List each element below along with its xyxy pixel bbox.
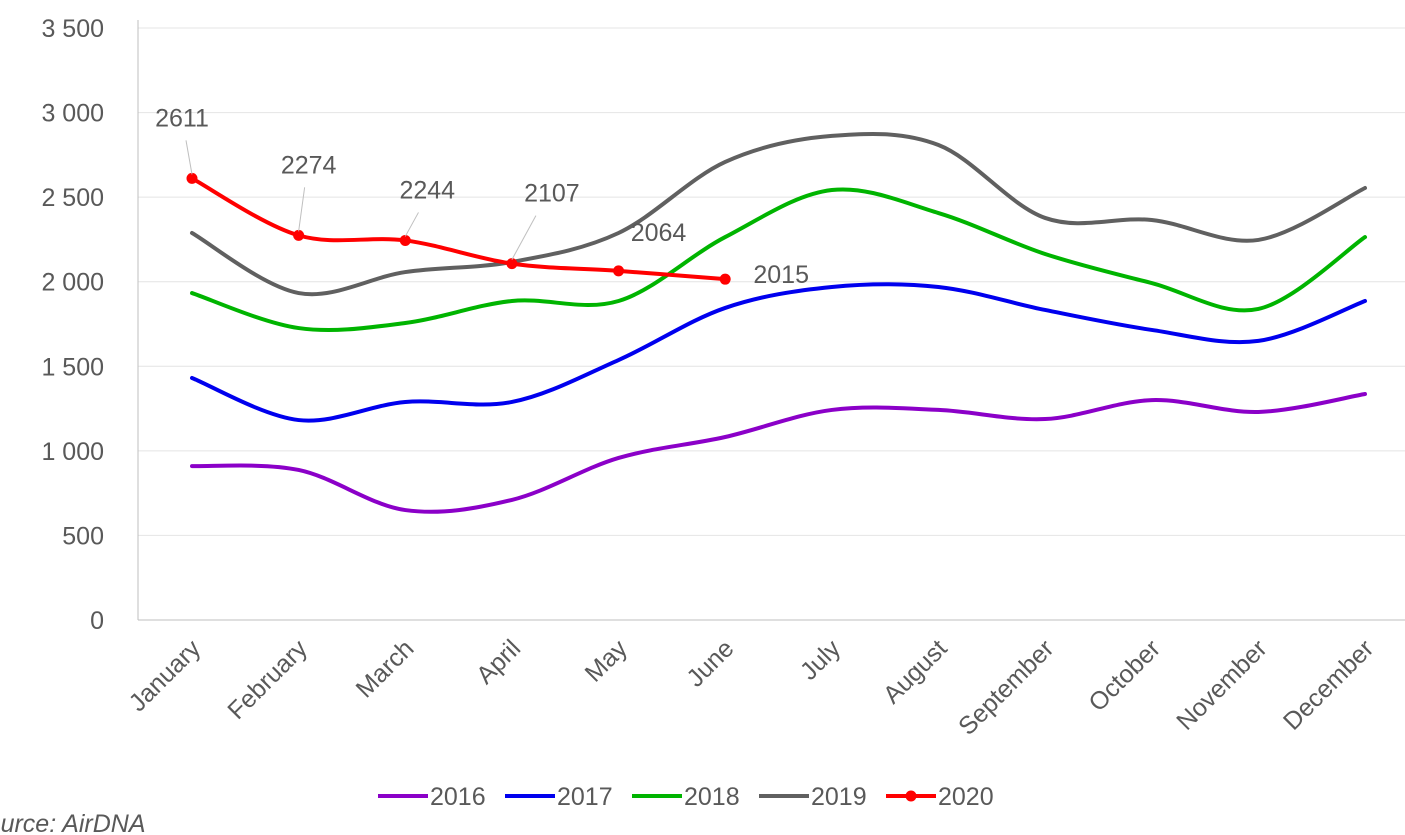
- y-tick-label: 3 500: [41, 15, 104, 43]
- data-label: 2015: [753, 261, 809, 289]
- x-tick-label: May: [580, 634, 634, 688]
- series-line: [190, 176, 728, 282]
- x-tick-label: August: [878, 634, 953, 709]
- point-marker: [506, 258, 518, 270]
- legend-label: 2017: [557, 783, 613, 811]
- data-label: 2064: [631, 219, 687, 247]
- data-label: 2244: [399, 176, 455, 204]
- point-marker: [613, 265, 625, 277]
- leader-line: [185, 140, 193, 175]
- series-line: [190, 282, 1367, 423]
- x-tick-label: April: [471, 634, 526, 689]
- point-marker: [399, 234, 411, 246]
- legend-marker: [905, 790, 917, 802]
- y-tick-label: 0: [90, 607, 104, 635]
- x-tick-label: September: [953, 634, 1059, 740]
- x-tick-label: February: [222, 634, 313, 725]
- x-tick-label: November: [1171, 634, 1272, 735]
- y-tick-label: 1 500: [41, 353, 104, 381]
- leader-line: [298, 187, 306, 232]
- x-tick-label: June: [681, 634, 739, 692]
- series-line: [190, 187, 1367, 333]
- legend-label: 2020: [938, 783, 994, 811]
- leader-line: [404, 212, 419, 237]
- x-tick-label: January: [124, 634, 207, 717]
- data-label: 2611: [155, 104, 209, 132]
- y-tick-label: 3 000: [41, 100, 104, 128]
- y-tick-label: 2 500: [41, 184, 104, 212]
- x-tick-label: March: [351, 634, 420, 703]
- x-tick-label: July: [795, 634, 847, 686]
- data-label: 2107: [524, 180, 580, 208]
- y-tick-label: 2 000: [41, 269, 104, 297]
- y-tick-label: 1 000: [41, 438, 104, 466]
- leader-line: [511, 215, 537, 260]
- legend-label: 2019: [811, 783, 867, 811]
- source-note: Source: AirDNA: [0, 810, 146, 835]
- x-tick-label: December: [1278, 634, 1379, 735]
- point-marker: [186, 172, 198, 184]
- legend-label: 2016: [430, 783, 486, 811]
- point-marker: [293, 229, 305, 241]
- legend-label: 2018: [684, 783, 740, 811]
- x-tick-label: October: [1083, 634, 1166, 717]
- data-label: 2274: [281, 151, 337, 179]
- series-line: [190, 131, 1367, 297]
- y-tick-label: 500: [62, 522, 104, 550]
- series-line: [190, 392, 1367, 514]
- point-marker: [719, 273, 731, 285]
